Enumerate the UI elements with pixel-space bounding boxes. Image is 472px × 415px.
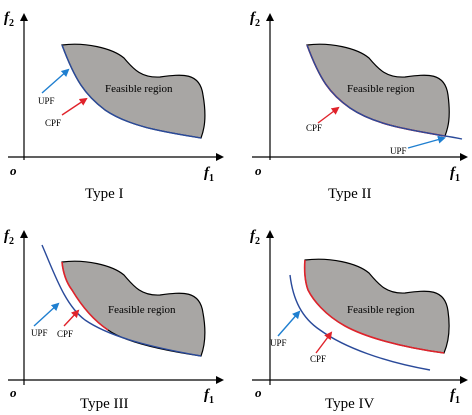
cpf-arrow <box>63 309 80 327</box>
type-label: Type I <box>85 186 124 202</box>
upf-label: UPF <box>390 146 407 156</box>
region-label: Feasible region <box>347 83 415 95</box>
cpf-label: CPF <box>57 329 73 339</box>
x-axis-label: f1 <box>204 387 214 406</box>
upf-curve <box>61 44 202 139</box>
upf-arrow <box>407 135 446 149</box>
region-label: Feasible region <box>347 304 415 316</box>
origin-label: o <box>10 385 17 400</box>
y-axis-label: f2 <box>250 10 260 29</box>
upf-label: UPF <box>38 96 55 106</box>
cpf-label: CPF <box>306 123 322 133</box>
cpf-curve <box>61 261 109 331</box>
region-label: Feasible region <box>105 83 173 95</box>
y-axis-label: f2 <box>4 228 14 247</box>
type-label: Type IV <box>325 396 375 412</box>
type-label: Type III <box>80 396 129 412</box>
region-label: Feasible region <box>108 304 176 316</box>
cpf-label: CPF <box>310 354 326 364</box>
cpf-curve <box>303 259 445 354</box>
panel-type-2: CPF UPF Feasible region f2 f1 o Type II <box>250 10 468 202</box>
upf-arrow <box>41 68 70 94</box>
x-axis-label: f1 <box>204 165 214 184</box>
y-axis-label: f2 <box>4 10 14 29</box>
upf-arrow <box>277 310 301 337</box>
cpf-arrow <box>315 331 333 354</box>
upf-curve <box>306 44 463 140</box>
upf-arrow <box>33 302 60 327</box>
panel-type-4: UPF CPF Feasible region f2 f1 o Type IV <box>250 228 468 412</box>
origin-label: o <box>255 163 262 178</box>
y-axis-label: f2 <box>250 228 260 247</box>
cpf-arrow <box>61 97 88 116</box>
origin-label: o <box>10 163 17 178</box>
x-axis-label: f1 <box>450 387 460 406</box>
upf-curve <box>41 244 202 357</box>
panel-type-3: UPF CPF Feasible region f2 f1 o Type III <box>4 228 224 412</box>
upf-label: UPF <box>31 328 48 338</box>
cpf-label: CPF <box>45 118 61 128</box>
upf-label: UPF <box>270 338 287 348</box>
x-axis-label: f1 <box>450 165 460 184</box>
panel-type-1: UPF CPF Feasible region f2 f1 o Type I <box>4 10 224 202</box>
upf-curve <box>289 274 431 371</box>
type-label: Type II <box>328 186 372 202</box>
cpf-arrow <box>317 106 340 124</box>
origin-label: o <box>255 385 262 400</box>
